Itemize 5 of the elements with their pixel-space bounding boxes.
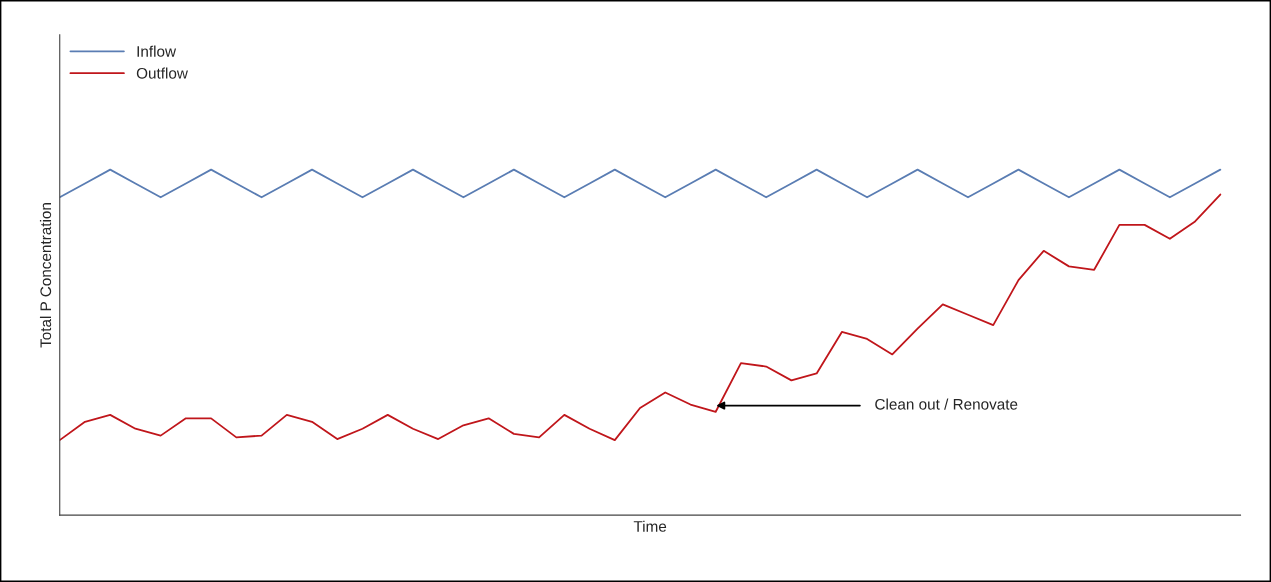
y-axis-title: Total P Concentration [39, 203, 52, 348]
legend-label: Outflow [136, 67, 188, 79]
annotation: Clean out / Renovate [875, 398, 1018, 410]
x-axis-title: Time [633, 520, 667, 532]
legend-label: Inflow [137, 45, 177, 57]
